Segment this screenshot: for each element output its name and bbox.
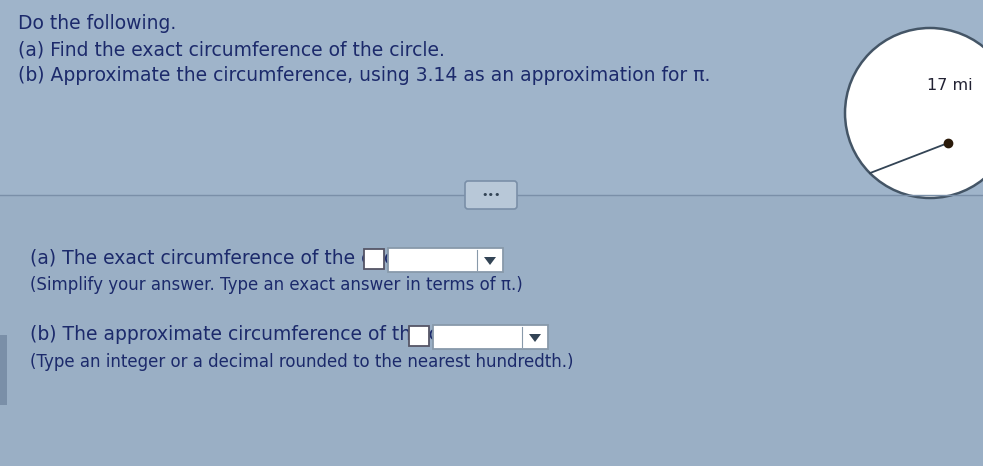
Bar xyxy=(0,205,983,466)
Text: (Simplify your answer. Type an exact answer in terms of π.): (Simplify your answer. Type an exact ans… xyxy=(30,276,523,294)
Text: (b) Approximate the circumference, using 3.14 as an approximation for π.: (b) Approximate the circumference, using… xyxy=(18,66,711,85)
Polygon shape xyxy=(529,334,541,342)
Text: (a) Find the exact circumference of the circle.: (a) Find the exact circumference of the … xyxy=(18,40,445,59)
Bar xyxy=(0,0,983,195)
Text: (Type an integer or a decimal rounded to the nearest hundredth.): (Type an integer or a decimal rounded to… xyxy=(30,353,573,371)
Text: Do the following.: Do the following. xyxy=(18,14,176,33)
Bar xyxy=(409,326,429,346)
Bar xyxy=(364,249,384,269)
Text: 17 mi: 17 mi xyxy=(927,77,973,92)
Text: (b) The approximate circumference of the circle is: (b) The approximate circumference of the… xyxy=(30,325,499,344)
Polygon shape xyxy=(484,257,496,265)
Bar xyxy=(433,325,548,349)
Bar xyxy=(388,248,503,272)
Text: (a) The exact circumference of the circle is: (a) The exact circumference of the circl… xyxy=(30,248,432,267)
Circle shape xyxy=(845,28,983,198)
Bar xyxy=(0,335,7,405)
Text: •••: ••• xyxy=(482,190,500,200)
FancyBboxPatch shape xyxy=(465,181,517,209)
